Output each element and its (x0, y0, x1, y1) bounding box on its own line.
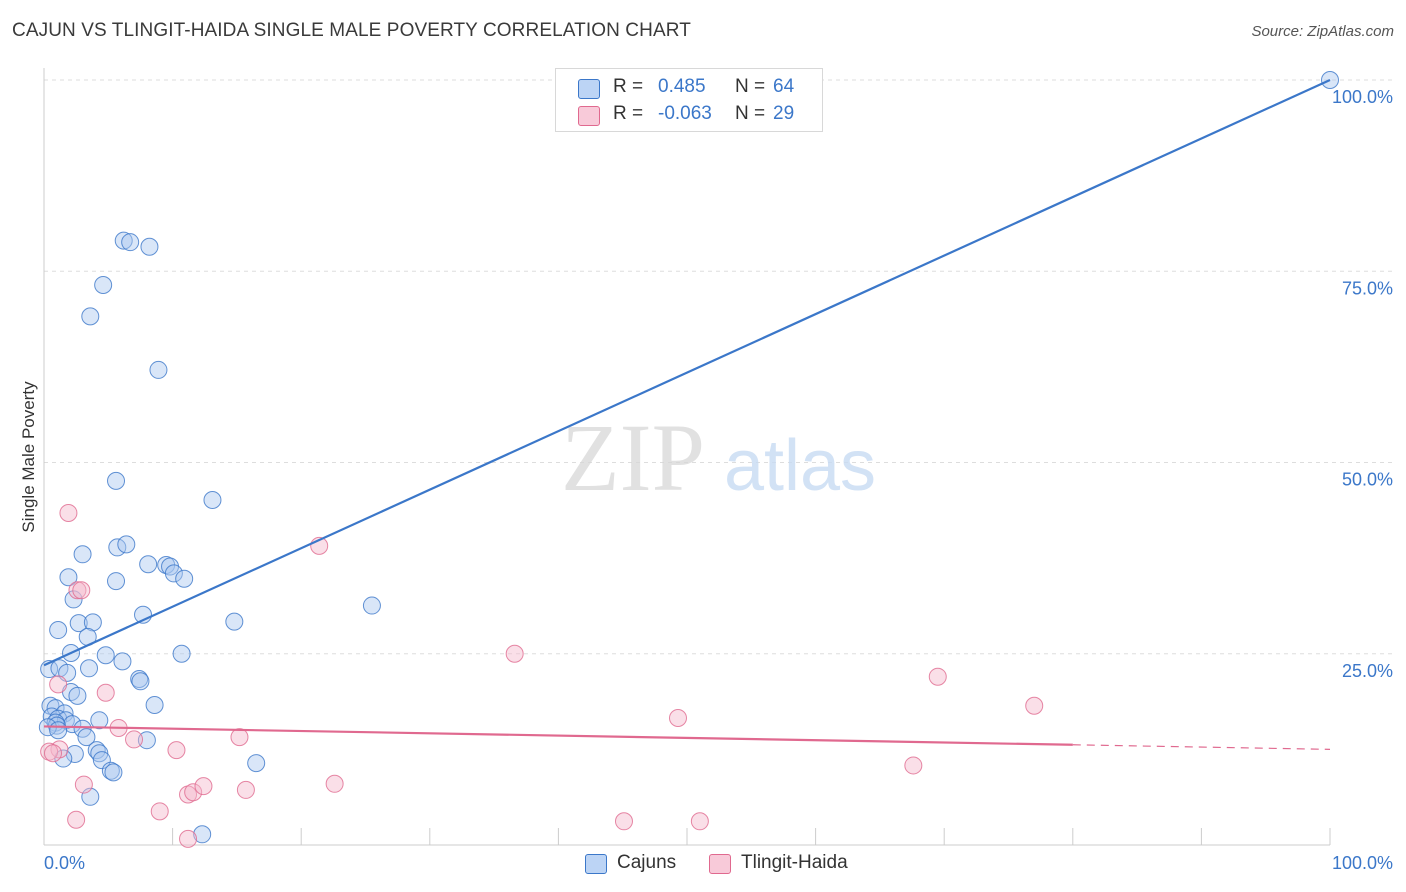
point-cajuns (175, 569, 194, 588)
y-tick-label: 25.0% (1342, 661, 1393, 681)
point-cajuns (107, 572, 126, 591)
legend-swatch-blue (578, 79, 600, 99)
point-cajuns (87, 741, 106, 760)
point-cajuns (83, 613, 102, 632)
legend-r-value: 0.485 (658, 76, 706, 97)
point-cajuns (49, 621, 68, 640)
legend-label-cajuns: Cajuns (617, 852, 677, 873)
legend-n-label: N = (735, 76, 766, 97)
point-cajuns (64, 590, 83, 609)
point-tlingit-haida (1025, 696, 1044, 715)
point-cajuns (137, 731, 156, 750)
legend-r-value: -0.063 (658, 103, 712, 124)
point-cajuns (49, 721, 68, 740)
data-points (38, 71, 1339, 848)
point-cajuns (68, 686, 87, 705)
point-tlingit-haida (325, 774, 344, 793)
point-cajuns (104, 763, 123, 782)
point-cajuns (69, 614, 88, 633)
point-tlingit-haida (904, 756, 923, 775)
source-label: Source: ZipAtlas.com (1251, 23, 1394, 40)
y-axis-label: Single Male Poverty (19, 381, 38, 533)
grid-lines (44, 79, 1392, 655)
y-tick-label: 75.0% (1342, 278, 1393, 298)
point-cajuns (107, 471, 126, 490)
point-cajuns (225, 612, 244, 631)
point-cajuns (362, 596, 381, 615)
y-tick-label: 50.0% (1342, 470, 1393, 490)
point-cajuns (131, 672, 150, 691)
point-tlingit-haida (668, 709, 687, 728)
point-cajuns (140, 237, 159, 256)
point-tlingit-haida (614, 812, 633, 831)
point-tlingit-haida (184, 783, 203, 802)
point-tlingit-haida (125, 730, 144, 749)
point-cajuns (73, 719, 92, 738)
point-cajuns (114, 231, 133, 250)
point-cajuns (164, 564, 183, 583)
trendline-tlingit-haida-dashed (1072, 744, 1331, 750)
trend-lines (43, 78, 1331, 750)
point-cajuns (81, 307, 100, 326)
point-cajuns (94, 276, 113, 295)
axes (43, 68, 1331, 846)
point-cajuns (59, 568, 78, 587)
trendline-cajuns (43, 78, 1331, 667)
point-tlingit-haida (194, 777, 213, 796)
point-cajuns (172, 644, 191, 663)
watermark-atlas: atlas (724, 426, 876, 506)
point-tlingit-haida (167, 741, 186, 760)
point-cajuns (149, 360, 168, 379)
point-tlingit-haida (150, 802, 169, 821)
x-tick-label: 100.0% (1332, 853, 1393, 873)
point-cajuns (247, 754, 266, 773)
chart-title: CAJUN VS TLINGIT-HAIDA SINGLE MALE POVER… (12, 20, 691, 41)
point-cajuns (96, 646, 115, 665)
point-tlingit-haida (690, 812, 709, 831)
tick-labels: 25.0% 50.0% 75.0% 100.0% 0.0% 100.0% (44, 87, 1393, 873)
point-tlingit-haida (68, 581, 87, 600)
point-tlingit-haida (74, 775, 93, 794)
trendline-tlingit-haida (43, 725, 1073, 746)
legend-swatch-pink (709, 854, 731, 874)
point-cajuns (113, 652, 132, 671)
point-cajuns (73, 545, 92, 564)
x-tick-label: 0.0% (44, 853, 85, 873)
point-cajuns (145, 696, 164, 715)
point-cajuns (117, 535, 136, 554)
legend-n-value: 29 (773, 103, 795, 124)
point-tlingit-haida (59, 503, 78, 522)
y-tick-label: 100.0% (1332, 87, 1393, 107)
legend-swatch-pink (578, 106, 600, 126)
point-cajuns (46, 699, 65, 718)
point-cajuns (90, 711, 109, 730)
point-tlingit-haida (49, 675, 68, 694)
point-tlingit-haida (67, 810, 86, 829)
point-tlingit-haida (236, 780, 255, 799)
point-tlingit-haida (505, 644, 524, 663)
watermark-zip: ZIP (561, 404, 705, 511)
point-tlingit-haida (44, 744, 63, 763)
stats-legend: R = 0.485 N = 64 R = -0.063 N = 29 (555, 68, 823, 132)
legend-n-value: 64 (773, 76, 795, 97)
point-cajuns (121, 233, 140, 252)
legend-n-label: N = (735, 103, 766, 124)
point-tlingit-haida (72, 581, 91, 600)
legend-r-label: R = (613, 103, 644, 124)
point-cajuns (193, 825, 212, 844)
point-tlingit-haida (230, 728, 249, 747)
legend-r-label: R = (613, 76, 644, 97)
point-cajuns (139, 555, 158, 574)
point-cajuns (90, 744, 109, 763)
point-cajuns (77, 728, 96, 747)
point-tlingit-haida (96, 683, 115, 702)
legend-swatch-blue (585, 854, 607, 874)
point-tlingit-haida (179, 829, 198, 848)
point-cajuns (203, 490, 222, 509)
point-cajuns (80, 659, 99, 678)
legend-label-tlingit-haida: Tlingit-Haida (741, 852, 848, 873)
point-tlingit-haida (928, 667, 947, 686)
